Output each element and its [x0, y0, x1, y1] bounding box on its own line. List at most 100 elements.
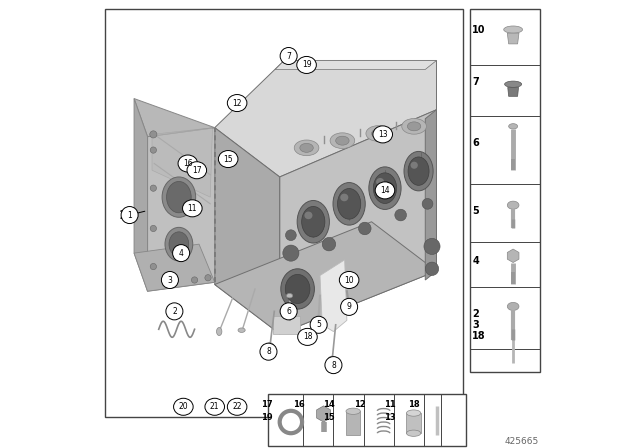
- Ellipse shape: [280, 47, 297, 65]
- Text: 18: 18: [472, 331, 486, 341]
- Ellipse shape: [294, 140, 319, 155]
- Ellipse shape: [504, 81, 522, 87]
- Circle shape: [422, 198, 433, 209]
- Circle shape: [266, 343, 275, 352]
- Text: 17: 17: [261, 401, 273, 409]
- Ellipse shape: [330, 133, 355, 148]
- Text: 21: 21: [210, 402, 220, 411]
- Ellipse shape: [182, 200, 202, 217]
- Ellipse shape: [166, 181, 191, 213]
- Ellipse shape: [373, 126, 392, 143]
- Ellipse shape: [406, 410, 421, 416]
- Ellipse shape: [366, 125, 390, 141]
- Circle shape: [191, 277, 198, 283]
- Text: 10: 10: [344, 276, 354, 284]
- Ellipse shape: [337, 189, 361, 219]
- Text: 19: 19: [301, 60, 312, 69]
- Ellipse shape: [205, 398, 225, 415]
- Ellipse shape: [410, 162, 418, 169]
- Text: 1: 1: [118, 208, 127, 222]
- Ellipse shape: [297, 201, 330, 243]
- Text: 19: 19: [261, 413, 273, 422]
- Ellipse shape: [218, 151, 238, 168]
- Ellipse shape: [325, 357, 342, 374]
- Ellipse shape: [301, 207, 325, 237]
- Text: 12: 12: [232, 99, 242, 108]
- Circle shape: [285, 230, 296, 241]
- Ellipse shape: [178, 155, 198, 172]
- Text: 6: 6: [286, 307, 291, 316]
- Polygon shape: [508, 87, 518, 96]
- Text: 10: 10: [472, 26, 486, 35]
- Ellipse shape: [310, 316, 327, 333]
- Ellipse shape: [509, 124, 518, 129]
- Ellipse shape: [173, 398, 193, 415]
- Circle shape: [150, 147, 157, 153]
- Ellipse shape: [508, 201, 519, 209]
- Polygon shape: [425, 110, 436, 280]
- Polygon shape: [152, 128, 212, 197]
- Circle shape: [425, 262, 439, 276]
- Text: 8: 8: [266, 347, 271, 356]
- Ellipse shape: [173, 245, 189, 262]
- Text: 18: 18: [303, 332, 312, 341]
- Text: 15: 15: [223, 155, 233, 164]
- Ellipse shape: [238, 328, 245, 332]
- FancyBboxPatch shape: [406, 413, 421, 433]
- Polygon shape: [280, 110, 436, 334]
- Ellipse shape: [339, 271, 359, 289]
- Ellipse shape: [508, 302, 519, 310]
- Circle shape: [150, 131, 157, 138]
- Ellipse shape: [281, 269, 314, 309]
- Text: 425665: 425665: [504, 437, 539, 446]
- Ellipse shape: [260, 343, 277, 360]
- Ellipse shape: [375, 182, 395, 199]
- Text: 4: 4: [472, 256, 479, 266]
- FancyBboxPatch shape: [105, 9, 463, 417]
- Ellipse shape: [369, 167, 401, 210]
- Ellipse shape: [166, 303, 183, 320]
- Ellipse shape: [297, 56, 316, 73]
- Polygon shape: [134, 99, 215, 137]
- Ellipse shape: [340, 194, 348, 201]
- Polygon shape: [148, 128, 215, 291]
- Ellipse shape: [216, 327, 222, 336]
- Circle shape: [328, 356, 337, 365]
- Ellipse shape: [504, 26, 522, 33]
- Ellipse shape: [404, 151, 433, 191]
- Polygon shape: [275, 60, 436, 69]
- Ellipse shape: [227, 398, 247, 415]
- Ellipse shape: [373, 173, 397, 203]
- Ellipse shape: [161, 271, 179, 289]
- FancyBboxPatch shape: [470, 9, 540, 372]
- Text: 7: 7: [286, 52, 291, 60]
- Ellipse shape: [298, 328, 317, 345]
- Text: 13: 13: [378, 130, 388, 139]
- Text: 22: 22: [232, 402, 242, 411]
- Text: 7: 7: [472, 77, 479, 87]
- Text: 16: 16: [183, 159, 193, 168]
- Ellipse shape: [285, 274, 310, 304]
- Polygon shape: [508, 33, 519, 44]
- Polygon shape: [215, 128, 280, 334]
- Text: 14: 14: [380, 186, 390, 195]
- Circle shape: [395, 209, 406, 221]
- Polygon shape: [215, 60, 436, 177]
- Text: 15: 15: [323, 413, 335, 422]
- Text: 2: 2: [172, 307, 177, 316]
- Circle shape: [164, 275, 171, 281]
- Text: 14: 14: [323, 401, 335, 409]
- Text: 4: 4: [179, 249, 184, 258]
- Circle shape: [358, 222, 371, 235]
- Text: 1: 1: [127, 211, 132, 220]
- Text: 11: 11: [188, 204, 197, 213]
- Circle shape: [205, 275, 211, 281]
- Ellipse shape: [340, 298, 358, 315]
- Ellipse shape: [402, 118, 426, 134]
- Polygon shape: [134, 244, 215, 291]
- Text: 13: 13: [384, 413, 396, 422]
- Text: 5: 5: [316, 320, 321, 329]
- Ellipse shape: [407, 122, 421, 131]
- Ellipse shape: [305, 211, 312, 219]
- Ellipse shape: [121, 207, 138, 224]
